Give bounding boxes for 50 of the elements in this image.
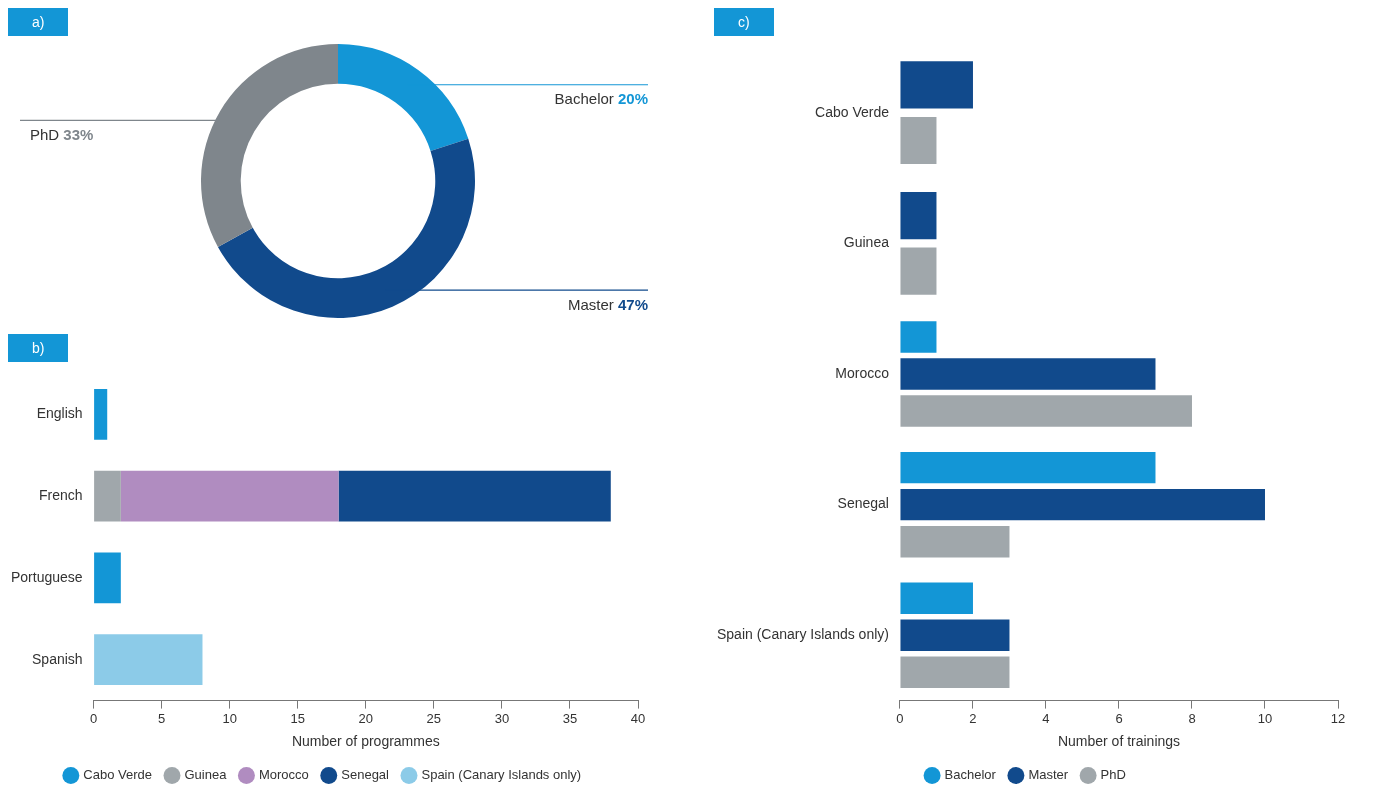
x-tick-label: 8	[1188, 710, 1196, 726]
legend-label: Morocco	[258, 767, 309, 783]
x-tick-label: 2	[969, 710, 977, 726]
data-label: 47%	[617, 295, 649, 313]
bar	[94, 634, 203, 686]
y-tick-label: Senegal	[837, 495, 889, 512]
y-tick-label: English	[36, 405, 83, 422]
y-tick-label: Guinea	[843, 234, 890, 251]
x-tick-label: 0	[896, 710, 904, 726]
legend-label: Master	[1028, 767, 1069, 783]
bar	[94, 470, 121, 522]
x-tick-label: 4	[1042, 710, 1050, 726]
chart-title: a)	[8, 8, 69, 36]
data-label: 20%	[617, 90, 649, 108]
x-tick-label: 20	[358, 710, 374, 726]
x-axis-title: Number of trainings	[1057, 733, 1181, 750]
legend-label: PhD	[1100, 767, 1126, 783]
bar	[338, 470, 611, 522]
bar	[94, 552, 121, 604]
x-tick-label: 25	[426, 710, 442, 726]
bar	[94, 388, 108, 440]
y-tick-label: Spain (Canary Islands only)	[716, 626, 889, 643]
x-tick-label: 5	[158, 710, 166, 726]
x-tick-label: 35	[562, 710, 578, 726]
x-axis-title: Number of programmes	[291, 733, 440, 750]
y-tick-label: Cabo Verde	[815, 103, 890, 120]
text: c)	[714, 8, 774, 36]
y-tick-label: Portuguese	[11, 568, 83, 585]
slice-label: PhD	[30, 126, 64, 144]
legend-label: Guinea	[184, 767, 228, 783]
legend-label: Spain (Canary Islands only)	[421, 767, 582, 783]
y-tick-label: Morocco	[835, 364, 890, 381]
x-tick-label: 10	[222, 710, 237, 726]
x-tick-label: 10	[1257, 710, 1273, 726]
x-tick-label: 6	[1115, 710, 1123, 726]
slice-label: Master	[567, 295, 618, 313]
data-label: 33%	[63, 126, 94, 144]
slice-label: Bachelor	[554, 90, 618, 108]
x-tick-label: 12	[1330, 710, 1346, 726]
x-tick-label: 15	[290, 710, 305, 726]
legend-label: Bachelor	[944, 767, 997, 783]
y-tick-label: Spanish	[32, 650, 83, 667]
chart-title: b)	[8, 334, 69, 362]
legend-label: Senegal	[341, 767, 390, 783]
legend-label: Cabo Verde	[83, 767, 153, 783]
bar	[120, 470, 339, 522]
x-tick-label: 30	[494, 710, 510, 726]
x-tick-label: 0	[89, 710, 98, 726]
x-tick-label: 40	[630, 710, 646, 726]
y-tick-label: French	[39, 486, 83, 503]
